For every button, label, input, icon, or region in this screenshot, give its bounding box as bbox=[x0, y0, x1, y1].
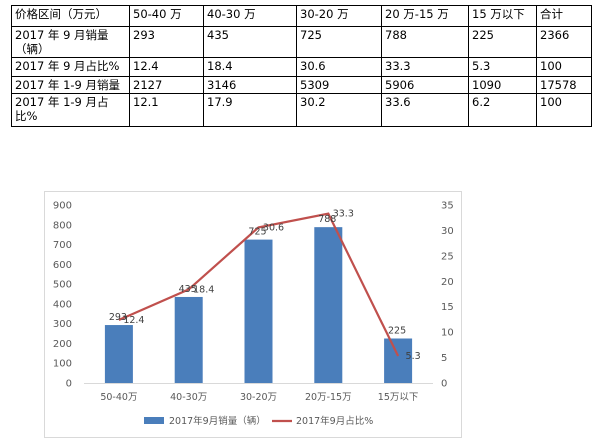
y-left-tick-label: 400 bbox=[53, 299, 72, 310]
x-tick-label: 40-30万 bbox=[170, 392, 207, 403]
bar bbox=[244, 239, 273, 383]
table-row-label: 2017 年 1-9 月销量 bbox=[11, 76, 130, 94]
series-line bbox=[118, 212, 400, 357]
table-header-cell: 15 万以下 bbox=[468, 5, 537, 27]
sales-table: 价格区间（万元） 50-40 万 40-30 万 30-20 万 20 万-15… bbox=[11, 5, 592, 127]
y-left-tick-label: 700 bbox=[53, 240, 72, 251]
x-tick-label: 30-20万 bbox=[240, 392, 277, 403]
bar-data-label: 788 bbox=[318, 214, 336, 225]
y-left-tick-label: 900 bbox=[53, 201, 72, 212]
y-right-tick-label: 10 bbox=[441, 328, 454, 339]
bar bbox=[104, 325, 133, 383]
x-tick-label: 50-40万 bbox=[100, 392, 137, 403]
table-header-cell: 20 万-15 万 bbox=[381, 5, 469, 27]
y-left-tick-label: 500 bbox=[53, 280, 72, 291]
y-right-tick-label: 25 bbox=[441, 251, 454, 262]
legend-swatch-bar bbox=[144, 417, 164, 424]
legend-label-bar: 2017年9月销量（辆） bbox=[169, 415, 266, 427]
table-header-cell: 价格区间（万元） bbox=[11, 5, 130, 27]
table-cell: 725 bbox=[296, 26, 382, 58]
line-data-label: 30.6 bbox=[263, 222, 284, 233]
table-cell: 12.1 bbox=[129, 93, 204, 127]
bar-data-label: 293 bbox=[109, 312, 127, 323]
table-row: 2017 年 9 月占比% 12.4 18.4 30.6 33.3 5.3 10… bbox=[11, 57, 592, 77]
table-cell: 33.6 bbox=[381, 93, 469, 127]
table-cell: 100 bbox=[536, 57, 592, 77]
line-data-label: 18.4 bbox=[193, 284, 214, 295]
bar-data-label: 435 bbox=[179, 284, 197, 295]
table-cell: 30.2 bbox=[296, 93, 382, 127]
table-header-row: 价格区间（万元） 50-40 万 40-30 万 30-20 万 20 万-15… bbox=[11, 5, 592, 27]
y-right-tick-label: 15 bbox=[441, 302, 454, 313]
table-cell: 30.6 bbox=[296, 57, 382, 77]
table-cell: 6.2 bbox=[468, 93, 537, 127]
table-row: 2017 年 1-9 月占比% 12.1 17.9 30.2 33.6 6.2 … bbox=[11, 93, 592, 127]
bar bbox=[314, 227, 343, 383]
bar bbox=[174, 296, 203, 383]
y-left-tick-label: 600 bbox=[53, 260, 72, 271]
y-left-tick-label: 200 bbox=[53, 339, 72, 350]
line-data-label: 33.3 bbox=[333, 209, 354, 220]
y-right-tick-label: 0 bbox=[441, 379, 447, 390]
table-cell: 17.9 bbox=[203, 93, 297, 127]
line-data-label: 12.4 bbox=[123, 315, 144, 326]
x-tick-label: 15万以下 bbox=[378, 392, 419, 403]
y-right-tick-label: 35 bbox=[441, 201, 454, 212]
y-right-tick-label: 5 bbox=[441, 353, 447, 364]
bar-data-label: 725 bbox=[248, 227, 266, 238]
table-cell: 100 bbox=[536, 93, 592, 127]
y-right-tick-label: 20 bbox=[441, 277, 454, 288]
y-left-tick-label: 300 bbox=[53, 319, 72, 330]
legend-label-line: 2017年9月占比% bbox=[296, 415, 373, 427]
table-row: 2017 年 9 月销量（辆） 293 435 725 788 225 2366 bbox=[11, 26, 592, 58]
bar bbox=[384, 338, 413, 383]
bar-data-label: 225 bbox=[388, 326, 406, 337]
y-left-tick-label: 800 bbox=[53, 220, 72, 231]
y-right-tick-label: 30 bbox=[441, 226, 454, 237]
y-left-tick-label: 0 bbox=[66, 379, 72, 390]
x-tick-label: 20万-15万 bbox=[305, 392, 352, 403]
y-left-tick-label: 100 bbox=[53, 359, 72, 370]
line-data-label: 5.3 bbox=[406, 351, 421, 362]
